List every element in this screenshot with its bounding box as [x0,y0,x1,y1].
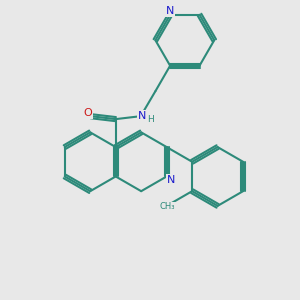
Text: H: H [147,115,154,124]
Text: CH₃: CH₃ [160,202,175,211]
Text: N: N [138,111,146,121]
Text: O: O [83,108,92,118]
Text: N: N [167,175,175,185]
Text: N: N [166,6,174,16]
